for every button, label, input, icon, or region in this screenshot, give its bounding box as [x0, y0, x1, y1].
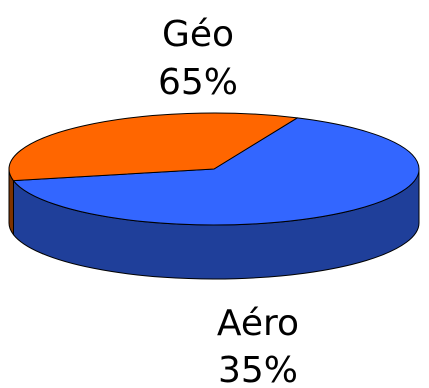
slice-value-geo: 65%: [158, 62, 238, 103]
pie-labels: Géo 65% Aéro 35%: [158, 14, 299, 388]
slice-value-aero: 35%: [218, 350, 298, 388]
slice-label-aero: Aéro: [217, 303, 299, 344]
slice-top-geo: [12, 117, 420, 226]
slice-label-geo: Géo: [162, 14, 234, 55]
slice-top-aero: [8, 112, 298, 182]
pie-tops: [8, 112, 420, 226]
